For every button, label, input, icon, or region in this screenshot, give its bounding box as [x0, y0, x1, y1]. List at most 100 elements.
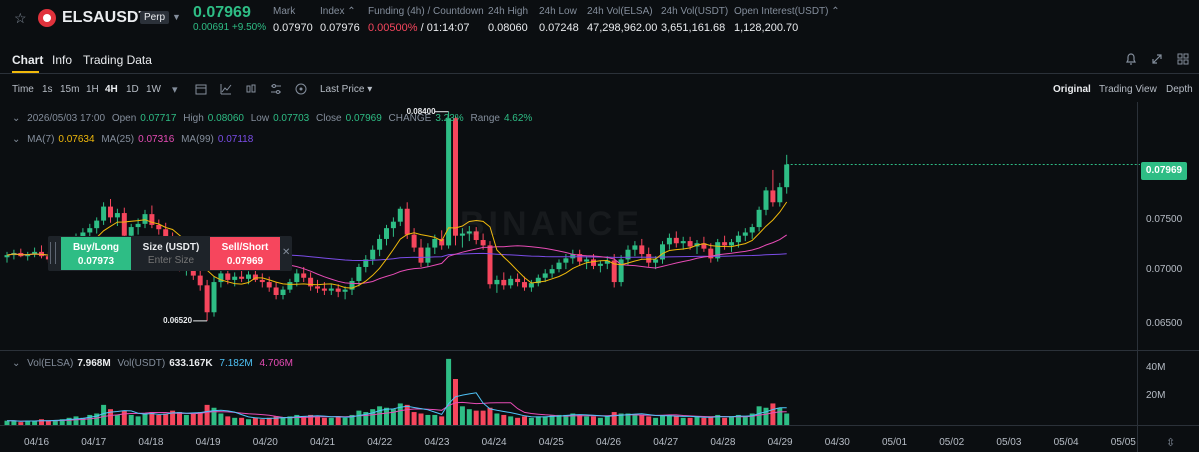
more-intervals-icon[interactable]: ▾ — [172, 84, 178, 96]
volume-bar — [18, 422, 24, 425]
coin-logo-icon — [38, 9, 56, 27]
candle-body — [246, 274, 251, 279]
candle-body — [239, 276, 245, 279]
volume-bar — [625, 413, 631, 425]
volume-bar — [473, 410, 479, 425]
date-tick: 04/30 — [824, 437, 850, 448]
favorite-star-icon[interactable]: ☆ — [14, 10, 27, 26]
candle-body — [349, 280, 355, 290]
stat-label: 24h Vol(ELSA) — [587, 6, 653, 17]
candle-body — [370, 249, 376, 260]
candle-body — [563, 258, 569, 263]
crosshair-icon[interactable] — [295, 83, 307, 98]
volume-ma1-line — [7, 392, 787, 422]
volume-bar — [722, 417, 728, 425]
open-label: Open — [111, 113, 137, 124]
candle-body — [384, 228, 389, 239]
symbol-name[interactable]: ELSAUSDT — [62, 9, 149, 26]
interval-1s[interactable]: 1s — [42, 84, 53, 95]
view-trading-view[interactable]: Trading View — [1099, 84, 1157, 95]
close-panel-icon[interactable]: ✕ — [282, 247, 291, 258]
volume-bar — [418, 413, 424, 425]
view-depth[interactable]: Depth — [1166, 84, 1193, 95]
interval-1h[interactable]: 1H — [86, 84, 99, 95]
volume-bar — [87, 414, 93, 425]
candle-body — [425, 247, 431, 263]
interval-15m[interactable]: 15m — [60, 84, 80, 95]
legend-collapse-icon[interactable]: ⌄ — [12, 358, 21, 369]
candle-body — [701, 243, 707, 249]
volume-bar — [715, 414, 721, 425]
volume-bar — [459, 406, 465, 425]
legend-collapse-icon[interactable]: ⌄ — [12, 113, 21, 124]
candle-body — [135, 223, 141, 228]
price-type-select[interactable]: Last Price ▾ — [320, 84, 372, 95]
axis-settings-icon[interactable]: ⇳ — [1166, 437, 1176, 449]
panel-drag-handle[interactable] — [50, 242, 56, 264]
date-tick: 04/22 — [367, 437, 393, 448]
candle-body — [708, 248, 714, 259]
volume-bar — [632, 414, 638, 425]
interval-time[interactable]: Time — [12, 84, 34, 95]
candle-body — [508, 278, 514, 286]
expand-icon[interactable] — [1150, 52, 1164, 66]
volume-bar — [646, 416, 652, 425]
volume-bar — [266, 417, 272, 425]
candle-body — [32, 251, 38, 255]
volume-bar — [694, 416, 700, 425]
price-tick: 0.07500 — [1146, 214, 1183, 225]
candle-body — [653, 259, 659, 263]
volume-bar — [425, 414, 431, 425]
sell-label: Sell/Short — [221, 242, 269, 253]
candle-body — [446, 118, 452, 246]
volume-bar — [784, 413, 790, 425]
tab-info[interactable]: Info — [52, 53, 73, 67]
stat-value: 0.07970 — [273, 22, 313, 34]
stat-index[interactable]: Index ⌃ 0.07976 — [320, 6, 360, 34]
size-input[interactable] — [138, 255, 204, 266]
sell-short-button[interactable]: Sell/Short 0.07969 — [210, 237, 280, 270]
candle-body — [197, 275, 203, 286]
ma-legend: ⌄ MA(7) 0.07634 MA(25) 0.07316 MA(99) 0.071… — [12, 134, 257, 145]
volume-bar — [535, 416, 541, 425]
price-type-caret-icon: ▾ — [367, 84, 373, 95]
candle-body — [756, 209, 762, 228]
volume-bar — [308, 414, 314, 425]
tab-chart[interactable]: Chart — [12, 53, 44, 67]
volume-bar — [577, 414, 583, 425]
interval-4h[interactable]: 4H — [105, 84, 118, 95]
calendar-icon[interactable] — [195, 83, 207, 98]
candle-body — [356, 266, 362, 281]
volume-bar — [673, 416, 679, 425]
legend-collapse-icon[interactable]: ⌄ — [12, 134, 21, 145]
stat-open-interest[interactable]: Open Interest(USDT) ⌃ 1,128,200.70 — [734, 6, 840, 34]
quick-order-panel: Buy/Long 0.07973 Size (USDT) Sell/Short … — [48, 236, 292, 271]
tab-trading-data[interactable]: Trading Data — [83, 53, 152, 67]
alert-bell-icon[interactable] — [1124, 52, 1138, 66]
vol-elsa-label: Vol(ELSA) — [27, 358, 74, 369]
volume-bar — [756, 406, 762, 425]
chart-settings-icon[interactable] — [270, 83, 282, 98]
candle-body — [625, 249, 631, 260]
volume-tick: 20M — [1146, 390, 1166, 401]
view-original[interactable]: Original — [1053, 84, 1091, 95]
candle-body — [342, 289, 348, 292]
interval-1w[interactable]: 1W — [146, 84, 161, 95]
volume-bar — [4, 420, 10, 425]
layout-grid-icon[interactable] — [1176, 52, 1190, 66]
interval-1d[interactable]: 1D — [126, 84, 139, 95]
candle-type-icon[interactable] — [245, 83, 257, 98]
buy-long-button[interactable]: Buy/Long 0.07973 — [61, 237, 131, 270]
symbol-dropdown-icon[interactable]: ▼ — [172, 12, 181, 22]
volume-bar — [321, 417, 327, 425]
candle-body — [439, 238, 445, 246]
volume-bar — [528, 417, 534, 425]
candle-body — [480, 240, 486, 246]
candle-body — [287, 282, 293, 290]
date-tick: 04/28 — [710, 437, 736, 448]
indicators-icon[interactable] — [220, 83, 232, 98]
volume-bar — [45, 420, 51, 425]
volume-bar — [742, 416, 748, 425]
volume-bar — [32, 420, 38, 425]
